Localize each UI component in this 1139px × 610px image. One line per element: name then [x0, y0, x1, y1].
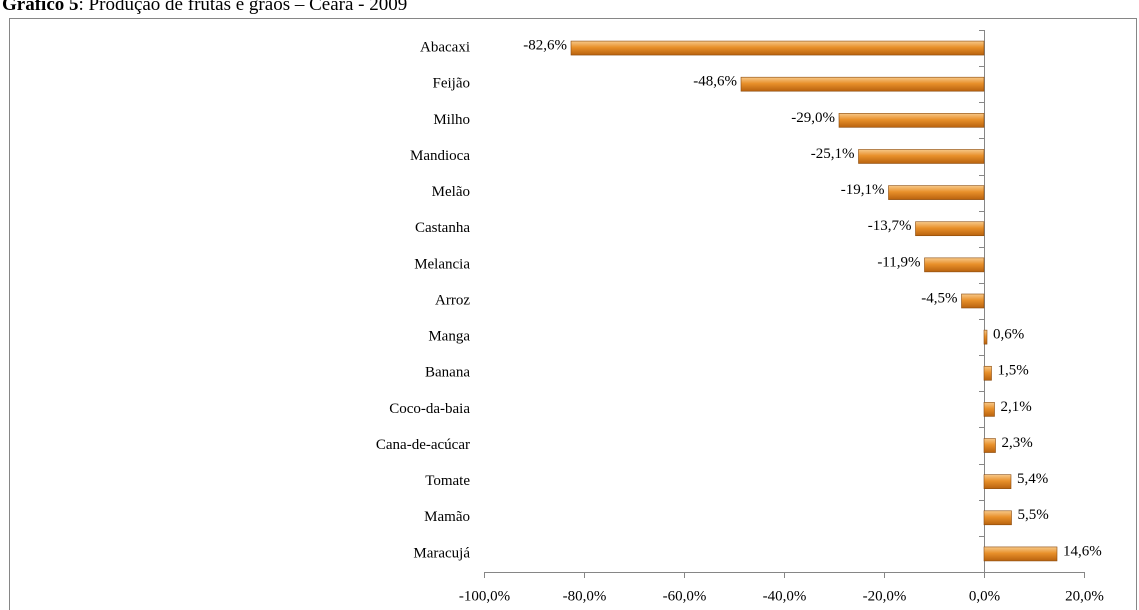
bar [888, 185, 985, 200]
value-label: 2,3% [1002, 435, 1033, 451]
y-tick-label: Melancia [414, 256, 470, 272]
x-tick-label: -20,0% [863, 588, 907, 604]
x-tick-label: -40,0% [763, 588, 807, 604]
value-label: 5,4% [1017, 471, 1048, 487]
y-tick-label: Arroz [435, 292, 470, 308]
y-tick-label: Manga [428, 329, 470, 345]
y-tick-label: Tomate [425, 473, 470, 489]
y-tick-label: Melão [432, 184, 470, 200]
bar [570, 40, 985, 56]
y-tick-label: Castanha [415, 220, 470, 236]
x-tick-label: -100,0% [459, 588, 510, 604]
bar [983, 474, 1012, 489]
bar [983, 546, 1058, 562]
value-label: -25,1% [811, 146, 855, 162]
bar [740, 76, 985, 92]
value-label: -4,5% [921, 290, 957, 306]
value-label: -82,6% [523, 38, 567, 54]
bar [983, 510, 1012, 526]
value-label: -29,0% [791, 110, 835, 126]
value-label: -11,9% [877, 254, 920, 270]
value-label: -13,7% [868, 218, 912, 234]
value-label: 0,6% [993, 327, 1024, 343]
title-text: : Produção de frutas e grãos – Ceará - 2… [79, 0, 408, 15]
bar [858, 149, 985, 164]
value-label: -19,1% [841, 182, 885, 198]
bar [983, 438, 996, 453]
y-tick-label: Milho [433, 112, 470, 128]
x-tick-label: -60,0% [663, 588, 707, 604]
y-tick-label: Banana [425, 365, 470, 381]
bar [983, 365, 992, 381]
chart-title: Gráfico 5: Produção de frutas e grãos – … [2, 0, 407, 15]
bar [915, 221, 985, 237]
y-tick-label: Cana-de-acúcar [376, 437, 470, 453]
y-tick-label: Abacaxi [420, 40, 470, 56]
title-prefix: Gráfico 5 [2, 0, 79, 15]
x-tick-label: 20,0% [1065, 588, 1104, 604]
y-tick-label: Maracujá [413, 545, 470, 561]
value-label: -48,6% [693, 74, 737, 90]
bar [983, 329, 988, 345]
x-tick-label: 0,0% [969, 588, 1000, 604]
value-label: 1,5% [998, 363, 1029, 379]
chart-border [9, 18, 1137, 610]
bar [961, 293, 985, 309]
y-tick-label: Coco-da-baia [389, 401, 470, 417]
x-tick-label: -80,0% [563, 588, 607, 604]
y-tick-label: Mandioca [410, 148, 470, 164]
y-tick-label: Feijão [433, 76, 471, 92]
value-label: 5,5% [1018, 507, 1049, 523]
bar [924, 257, 985, 273]
y-tick-label: Mamão [424, 509, 470, 525]
bar [983, 402, 995, 417]
bar [838, 113, 985, 128]
value-label: 14,6% [1063, 543, 1102, 559]
value-label: 2,1% [1001, 399, 1032, 415]
